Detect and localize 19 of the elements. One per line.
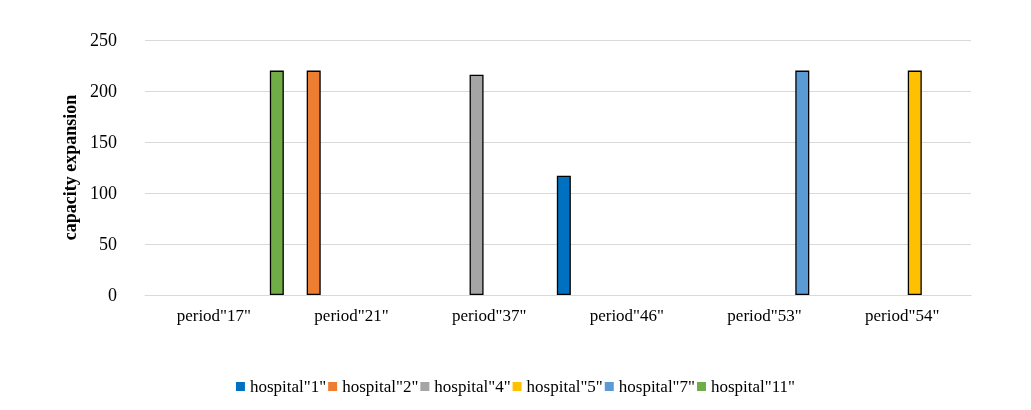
y-tick-label: 50 [99, 234, 117, 254]
y-tick-label: 150 [90, 132, 117, 152]
y-tick-label: 200 [90, 81, 117, 101]
y-axis-title: capacity expansion [60, 94, 81, 241]
x-tick-label: period"53" [727, 306, 802, 325]
x-tick-label: period"37" [452, 306, 527, 325]
legend-label: hospital"5" [526, 377, 603, 396]
x-tick-label: period"54" [865, 306, 940, 325]
y-tick-label: 250 [90, 30, 117, 50]
legend-label: hospital"2" [342, 377, 419, 396]
legend-label: hospital"7" [618, 377, 695, 396]
x-tick-label: period"17" [176, 306, 251, 325]
y-tick-label: 0 [108, 285, 117, 305]
y-tick-label: 100 [90, 183, 117, 203]
legend-label: hospital"4" [434, 377, 511, 396]
x-tick-label: period"46" [589, 306, 664, 325]
legend-label: hospital"1" [249, 377, 327, 396]
legend-label: hospital"11" [710, 377, 796, 396]
x-tick-label: period"21" [314, 306, 389, 325]
